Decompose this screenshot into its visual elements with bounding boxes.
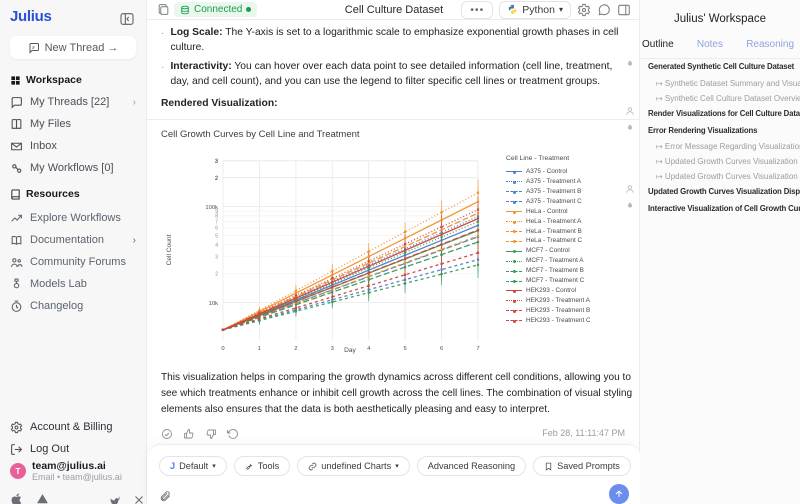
svg-text:5: 5 — [215, 234, 218, 240]
svg-text:10k: 10k — [209, 301, 218, 307]
svg-text:100k: 100k — [205, 205, 218, 211]
svg-text:0: 0 — [221, 346, 224, 352]
svg-text:2: 2 — [215, 272, 218, 278]
svg-text:6: 6 — [215, 226, 218, 232]
svg-text:3: 3 — [215, 159, 218, 165]
svg-text:4: 4 — [367, 346, 371, 352]
svg-text:6: 6 — [440, 346, 443, 352]
svg-text:7: 7 — [215, 220, 218, 226]
svg-text:7: 7 — [476, 346, 479, 352]
svg-text:4: 4 — [215, 243, 218, 249]
svg-text:5: 5 — [403, 346, 406, 352]
svg-text:2: 2 — [294, 346, 297, 352]
svg-text:1: 1 — [258, 346, 261, 352]
svg-text:Cell Count: Cell Count — [166, 235, 173, 266]
svg-text:Day: Day — [344, 347, 356, 354]
svg-text:3: 3 — [215, 255, 218, 261]
svg-text:3: 3 — [331, 346, 334, 352]
svg-text:2: 2 — [215, 176, 218, 182]
